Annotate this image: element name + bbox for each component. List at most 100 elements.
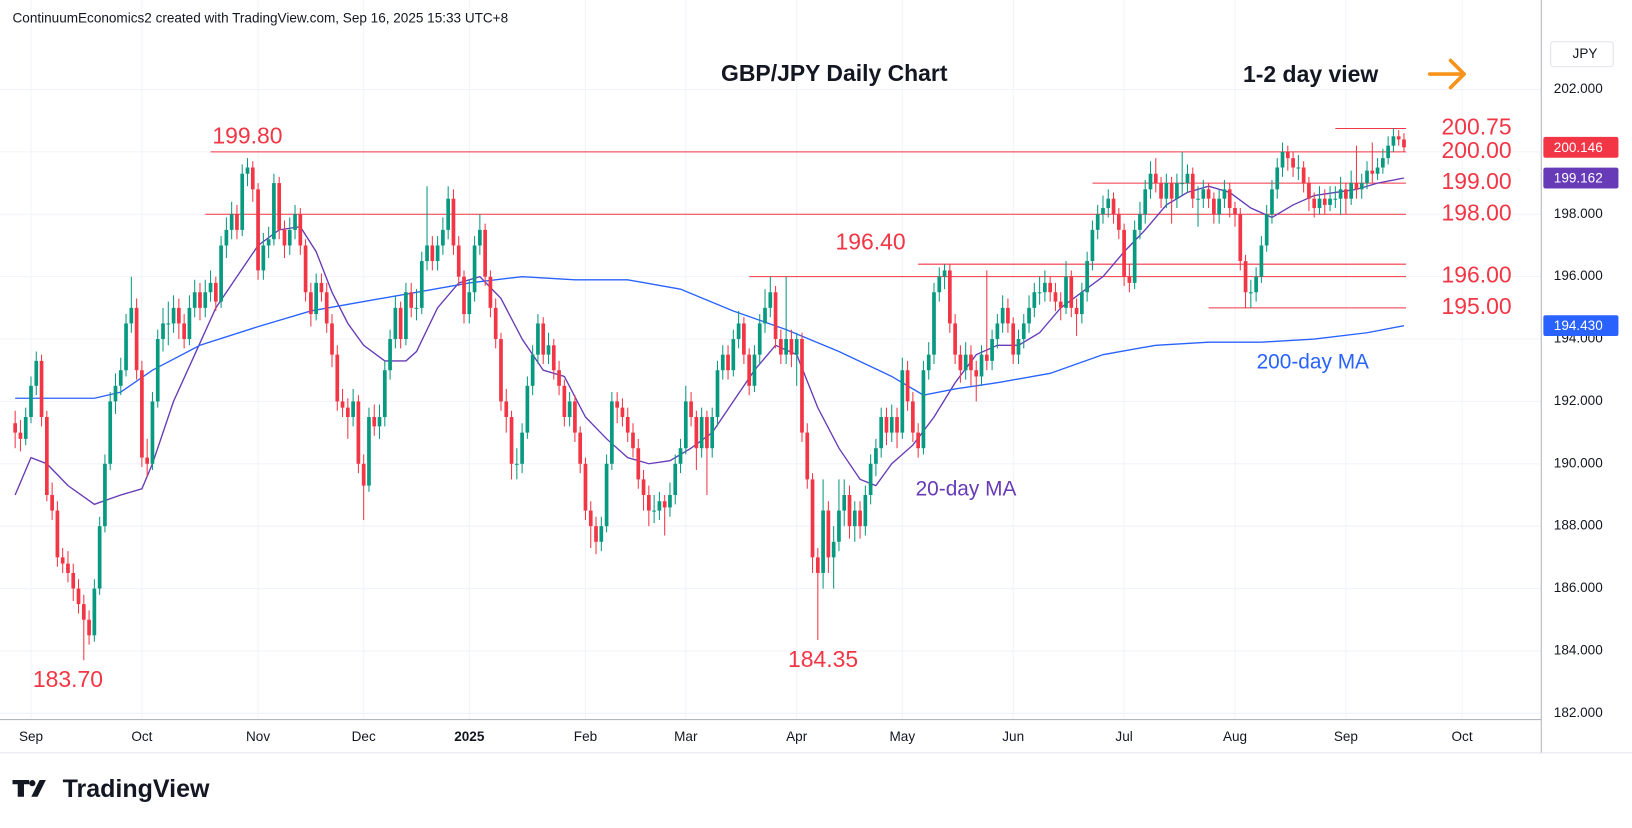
candle-body [488, 276, 493, 308]
candle-body [1164, 183, 1169, 199]
candle-body [594, 526, 598, 542]
candle-body [298, 214, 303, 246]
candle-body [837, 510, 841, 542]
candle-body [282, 229, 287, 246]
candle-body [1212, 198, 1216, 215]
y-tick-label: 188.000 [1554, 518, 1603, 533]
candle-body [1396, 136, 1401, 140]
candle-body [662, 501, 667, 508]
candle-body [794, 339, 799, 355]
candle-body [1312, 198, 1317, 209]
candle-body [1132, 229, 1137, 283]
candle-body [203, 292, 208, 308]
candle-body [610, 401, 614, 464]
candle-body [947, 270, 952, 324]
candle-body [398, 307, 403, 340]
candle-body [134, 307, 139, 371]
candle-body [1322, 198, 1327, 205]
candle-body [979, 354, 984, 377]
candle-body [1370, 170, 1375, 174]
x-tick-label: Jul [1115, 729, 1132, 744]
candle-body [810, 479, 815, 558]
candle-body [1296, 167, 1301, 169]
x-tick-label: 2025 [454, 729, 485, 744]
annotation: 184.35 [788, 646, 858, 672]
candle-body [974, 370, 979, 377]
candle-body [763, 307, 767, 324]
level-label: 195.00 [1442, 293, 1512, 319]
candle-body [884, 417, 889, 433]
candle-body [372, 417, 377, 427]
annotation: 183.70 [33, 666, 103, 692]
candle-body [921, 370, 926, 449]
candle-body [76, 588, 81, 605]
candle-body [129, 307, 134, 324]
candle-body [451, 198, 456, 246]
candle-body [678, 448, 683, 464]
candle-body [166, 323, 171, 325]
candle-body [1227, 189, 1232, 209]
candle-body [1248, 292, 1253, 294]
candle-body [1264, 214, 1269, 246]
candle-body [245, 167, 250, 174]
moving-average [14, 177, 1405, 506]
candle-body [1354, 183, 1359, 190]
candle-body [815, 557, 820, 573]
candle-body [620, 407, 625, 418]
candle-body [990, 339, 994, 361]
candle-body [309, 292, 313, 315]
candle-body [1095, 214, 1100, 230]
candle-body [1254, 276, 1258, 293]
candle-body [520, 432, 524, 464]
price-tag [1543, 315, 1619, 337]
candle-body [1032, 292, 1037, 308]
candle-body [768, 292, 773, 308]
candle-body [182, 323, 186, 340]
candle-body [1243, 261, 1248, 293]
candle-body [1153, 173, 1158, 184]
x-tick-label: Aug [1223, 729, 1247, 744]
candle-body [435, 245, 440, 262]
candle-body [1222, 189, 1227, 199]
y-tick-label: 190.000 [1554, 455, 1603, 470]
candle-body [789, 339, 794, 355]
candle-body [1307, 183, 1311, 199]
candle-body [1048, 282, 1053, 293]
candle-body [425, 245, 429, 262]
candle-body [652, 510, 656, 512]
candle-body [1064, 276, 1068, 308]
price-tag [1543, 136, 1619, 158]
moving-average [15, 275, 1405, 399]
candle-body [683, 401, 688, 449]
candle-body [1291, 158, 1295, 168]
y-tick-label: 198.000 [1554, 206, 1603, 221]
candle-body [113, 385, 118, 402]
candle-body [187, 307, 192, 340]
candle-body [805, 432, 810, 480]
candle-body [1270, 189, 1274, 215]
candle-body [932, 292, 936, 355]
candle-body [66, 563, 70, 573]
candle-body [1006, 307, 1010, 324]
annotation: 196.40 [836, 228, 906, 254]
candle-body [1011, 323, 1016, 355]
x-tick-label: May [890, 729, 916, 744]
candle-body [588, 510, 593, 527]
candle-body [287, 229, 292, 246]
candle-body [150, 401, 155, 464]
candle-body [958, 354, 963, 371]
y-tick-label: 196.000 [1554, 268, 1603, 283]
candle-body [1111, 198, 1116, 215]
candle-body [34, 360, 39, 386]
candle-body [1069, 276, 1074, 308]
candle-body [377, 417, 382, 427]
currency-box [1550, 41, 1614, 68]
candle-body [736, 323, 741, 340]
candle-body [631, 432, 635, 449]
candle-body [340, 401, 345, 408]
candle-body [108, 401, 113, 464]
ma200-label: 200-day MA [1257, 350, 1369, 373]
view-arrow [1427, 58, 1466, 90]
candle-body [900, 370, 905, 433]
